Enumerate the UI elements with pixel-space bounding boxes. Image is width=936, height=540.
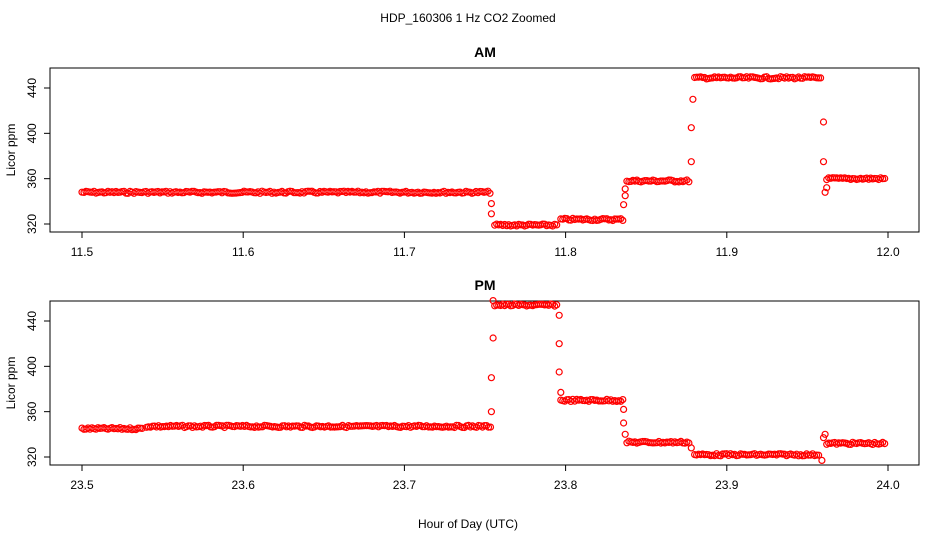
- y-tick-label: 320: [25, 447, 39, 467]
- data-point: [621, 192, 629, 200]
- data-point: [619, 216, 627, 224]
- data-point: [555, 311, 563, 319]
- data-point: [619, 419, 628, 427]
- x-tick-label: 24.0: [876, 478, 900, 492]
- data-point: [487, 408, 495, 416]
- data-point: [814, 451, 823, 459]
- x-tick-label: 23.6: [232, 478, 256, 492]
- data-point: [881, 440, 889, 448]
- data-point: [687, 444, 695, 452]
- data-point: [138, 424, 146, 432]
- y-tick-label: 360: [25, 168, 39, 188]
- data-point: [567, 397, 575, 405]
- x-tick-label: 11.8: [554, 245, 577, 259]
- data-point: [823, 184, 831, 192]
- axis-ticks-am: 11.5 11.6 11.7 11.8 11.9 12.0 320 360 400 440: [25, 78, 900, 259]
- data-point: [819, 434, 828, 442]
- y-tick-label: 320: [25, 214, 39, 234]
- data-point: [687, 158, 695, 166]
- data-point: [689, 95, 697, 103]
- data-point: [487, 200, 495, 208]
- data-point: [716, 452, 725, 460]
- data-point: [489, 297, 497, 305]
- data-point: [549, 300, 557, 309]
- data-point: [555, 340, 563, 348]
- data-points-pm: [78, 297, 889, 464]
- x-tick-label: 23.7: [393, 478, 417, 492]
- data-point: [486, 189, 494, 197]
- x-tick-label: 11.7: [393, 245, 416, 259]
- y-tick-label: 440: [25, 311, 39, 331]
- figure-title: HDP_160306 1 Hz CO2 Zoomed: [380, 11, 555, 25]
- axis-ticks-pm: 23.5 23.6 23.7 23.8 23.9 24.0 320 360 400 440: [25, 311, 900, 492]
- x-tick-label: 23.8: [554, 478, 578, 492]
- data-point: [816, 74, 825, 82]
- data-point: [487, 210, 495, 218]
- data-point: [553, 221, 561, 229]
- y-tick-label: 440: [25, 78, 39, 98]
- data-point: [489, 334, 497, 342]
- data-point: [685, 178, 693, 186]
- plot-frame-am: [49, 67, 920, 233]
- y-axis-label-am: Licor ppm: [4, 124, 18, 177]
- x-tick-label: 11.5: [71, 245, 94, 259]
- data-point: [821, 430, 829, 438]
- data-point: [621, 430, 629, 438]
- panel-title-am: AM: [474, 44, 496, 60]
- x-tick-label: 11.6: [232, 245, 255, 259]
- data-point: [619, 201, 628, 209]
- y-tick-label: 400: [25, 123, 39, 143]
- data-point: [487, 374, 495, 382]
- panel-pm: PM Licor ppm 23.5 23.6 23.7 23.8 23.9 24.0 320…: [4, 277, 920, 492]
- x-tick-label: 23.9: [715, 478, 739, 492]
- data-point: [486, 423, 495, 431]
- data-point: [683, 176, 691, 184]
- data-point: [819, 158, 828, 166]
- data-point: [617, 397, 625, 405]
- x-tick-label: 11.9: [716, 245, 739, 259]
- data-point: [553, 301, 561, 309]
- data-point: [549, 222, 557, 230]
- y-tick-label: 360: [25, 401, 39, 421]
- data-point: [617, 215, 625, 223]
- data-point: [814, 74, 823, 82]
- x-tick-label: 12.0: [876, 245, 900, 259]
- data-point: [821, 188, 829, 196]
- data-point: [818, 456, 826, 464]
- plot-frame-pm: [49, 300, 920, 466]
- y-axis-label-pm: Licor ppm: [4, 357, 18, 410]
- data-point: [557, 388, 565, 396]
- x-tick-label: 23.5: [70, 478, 94, 492]
- data-point: [482, 422, 491, 430]
- panel-title-pm: PM: [475, 277, 496, 293]
- x-axis-label: Hour of Day (UTC): [418, 517, 518, 531]
- data-point: [687, 124, 695, 132]
- data-point: [881, 174, 889, 183]
- data-point: [619, 396, 627, 404]
- y-tick-label: 400: [25, 356, 39, 376]
- data-point: [555, 368, 563, 376]
- data-point: [819, 118, 828, 126]
- panel-am: AM Licor ppm 11.5 11.6 11.7 11.8 11.9 12.0 320…: [4, 44, 920, 259]
- data-point: [619, 405, 628, 413]
- data-point: [621, 185, 629, 193]
- data-point: [484, 187, 492, 195]
- data-points-am: [78, 73, 889, 230]
